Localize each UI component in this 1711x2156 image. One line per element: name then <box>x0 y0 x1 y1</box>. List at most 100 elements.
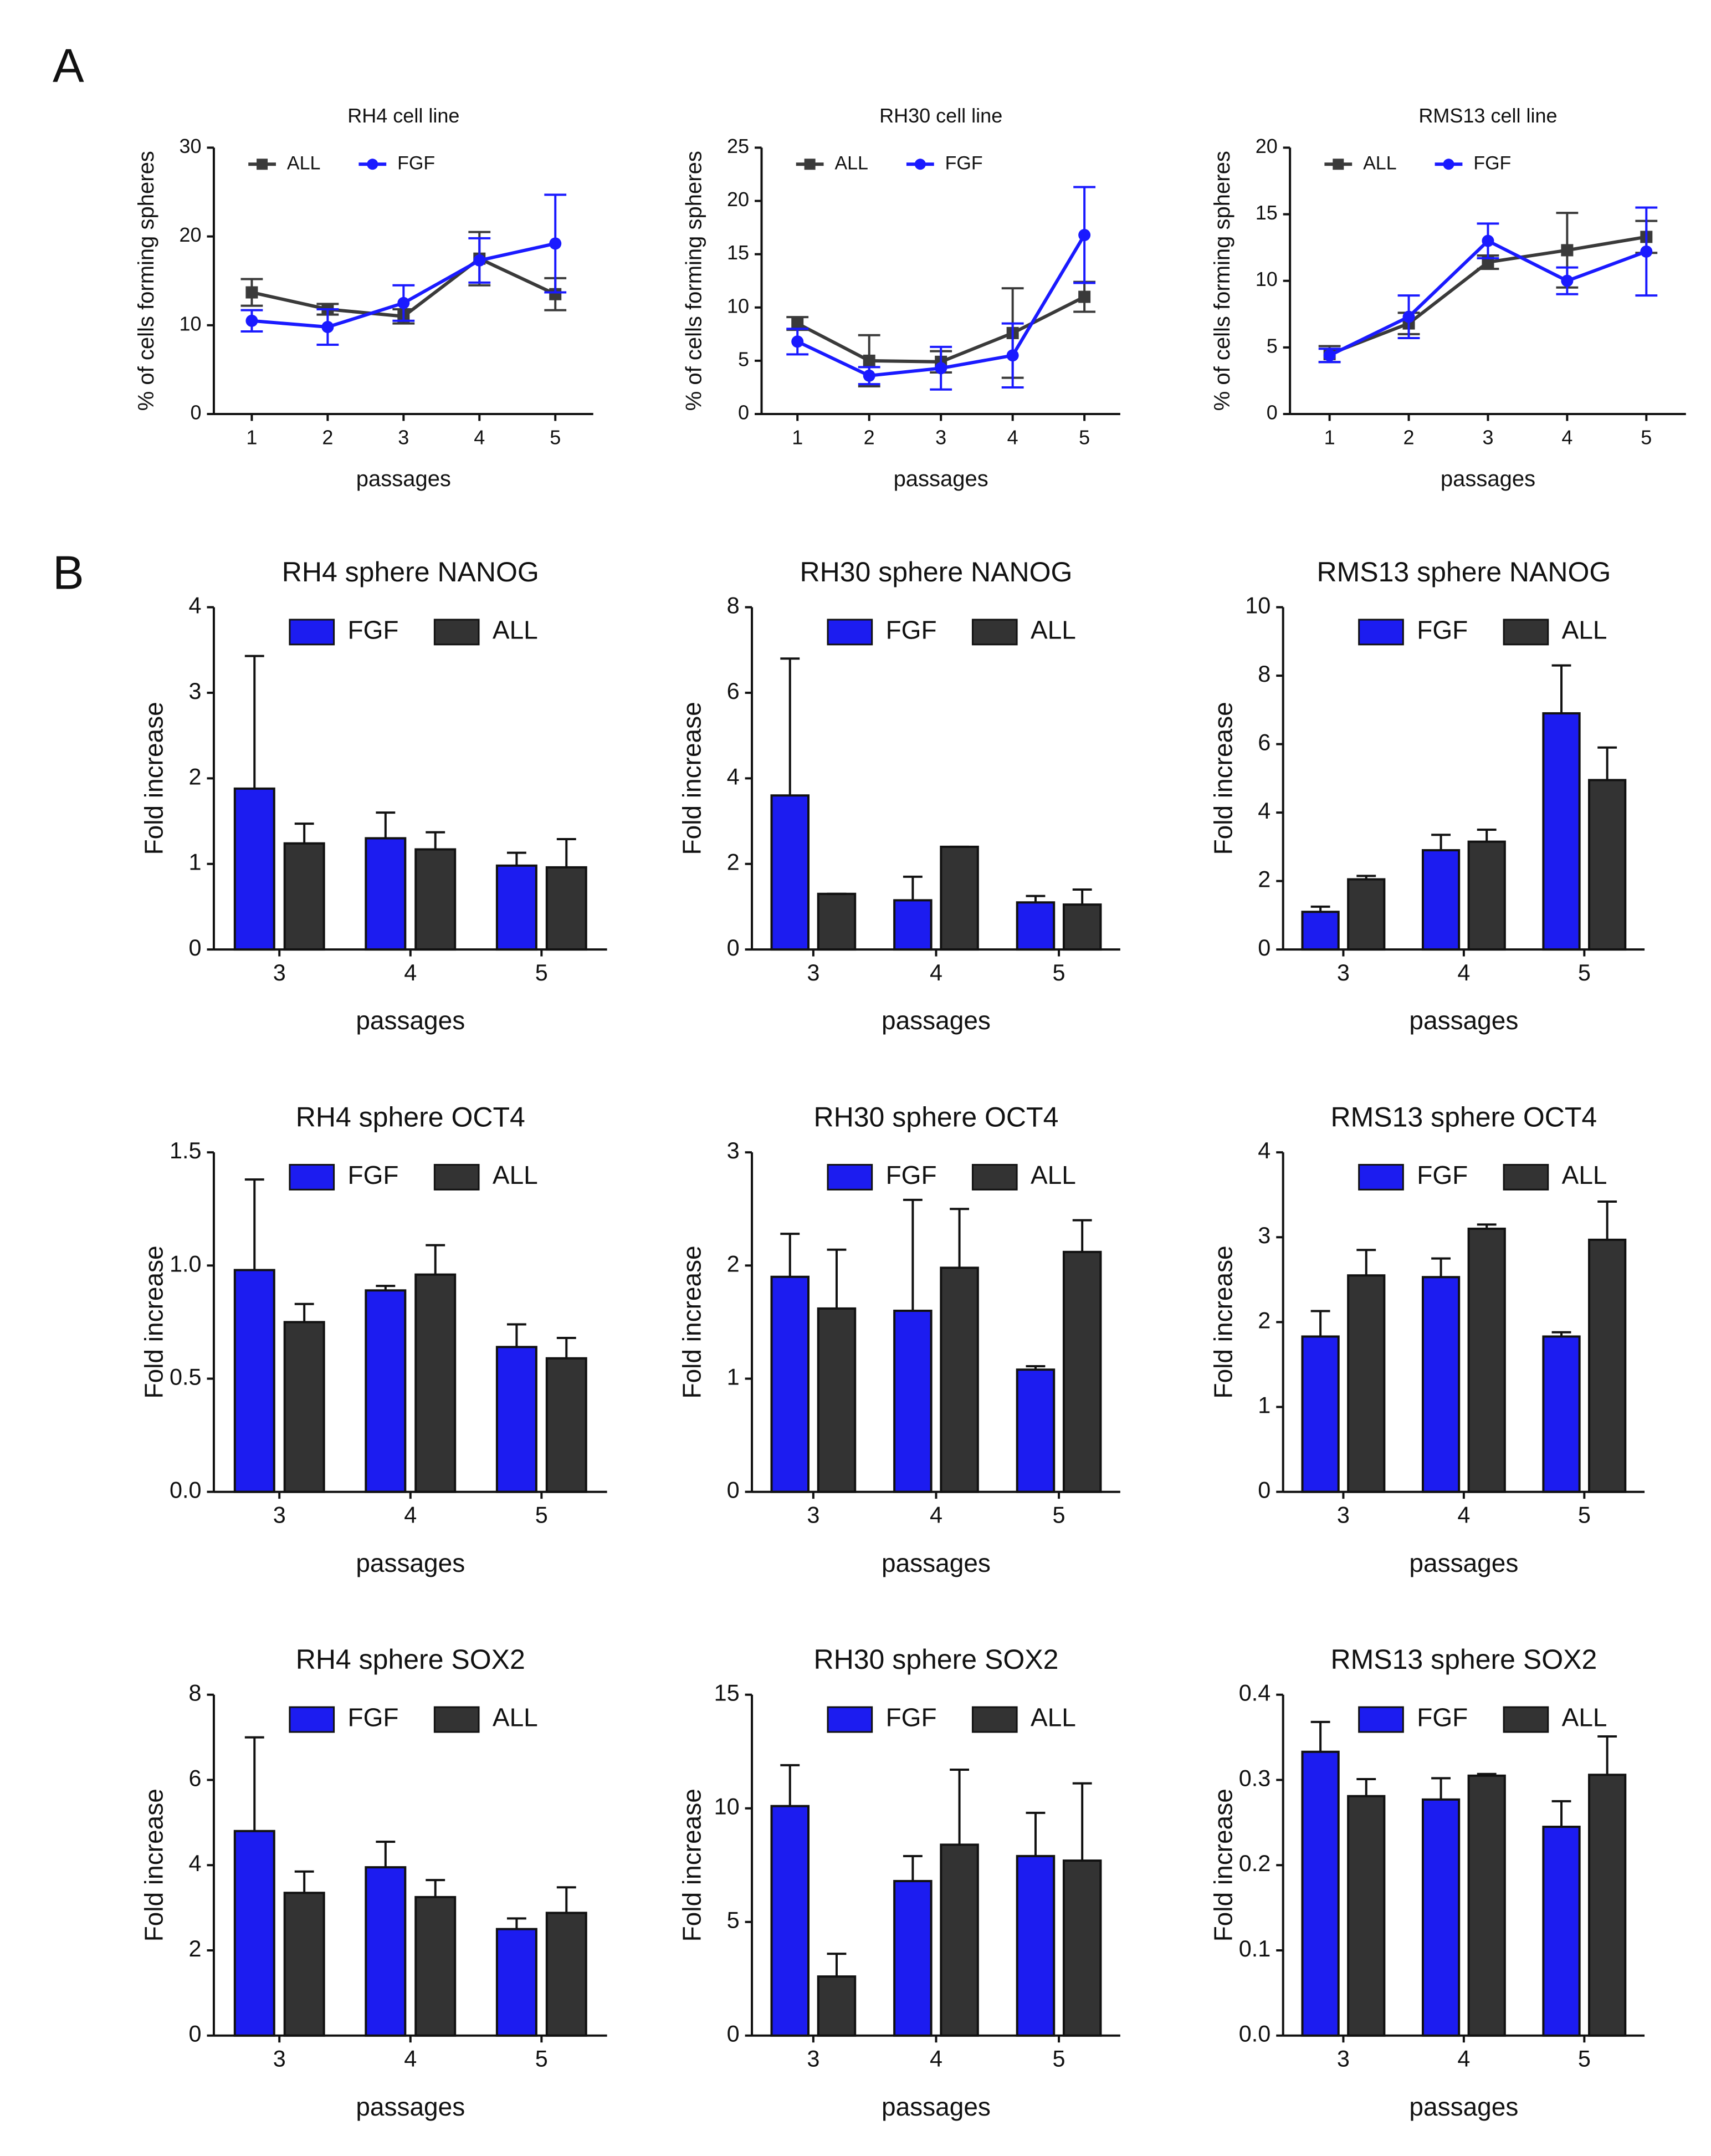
panel-label: A <box>53 39 84 92</box>
x-tick-label: 5 <box>1053 1502 1065 1527</box>
y-tick-label: 3 <box>189 678 202 704</box>
y-tick-label: 10 <box>1245 593 1271 619</box>
error-bar <box>1310 1720 1330 1752</box>
x-tick-label: 4 <box>474 426 485 448</box>
y-tick-label: 4 <box>1258 798 1271 824</box>
y-tick-label: 0.4 <box>1239 1680 1271 1706</box>
bar <box>1588 1774 1627 2037</box>
point <box>1078 229 1091 242</box>
x-axis-label: passages <box>882 2092 991 2121</box>
y-axis-label: % of cells forming spheres <box>134 151 158 411</box>
error-bar <box>426 1244 445 1275</box>
error-bar <box>1431 1257 1451 1278</box>
bar <box>414 848 457 951</box>
y-tick-label: 2 <box>1258 1307 1271 1333</box>
x-tick-label: 1 <box>1324 426 1335 448</box>
error-bar <box>426 831 445 850</box>
point <box>1482 234 1494 247</box>
x-tick-label: 1 <box>246 426 257 448</box>
chart-title: RH4 sphere OCT4 <box>296 1102 525 1133</box>
bar <box>1062 1250 1102 1493</box>
x-tick-label: 4 <box>930 960 942 985</box>
y-tick-label: 0 <box>1258 1478 1271 1503</box>
chart-title: RMS13 sphere NANOG <box>1317 556 1611 587</box>
legend-label: ALL <box>1031 616 1076 645</box>
x-tick-label: 5 <box>1578 1502 1591 1527</box>
bar <box>1062 903 1102 951</box>
y-tick-label: 8 <box>1258 661 1271 687</box>
x-tick-label: 3 <box>1482 426 1493 448</box>
y-tick-label: 0 <box>738 401 749 424</box>
point <box>397 297 410 309</box>
y-tick-label: 2 <box>727 1251 740 1276</box>
bar <box>233 787 275 951</box>
y-axis-label: Fold increase <box>678 702 706 855</box>
bar <box>1542 1335 1581 1493</box>
bar <box>233 1830 275 2037</box>
y-tick-label: 4 <box>189 593 202 619</box>
error-bar <box>1597 1200 1617 1240</box>
y-tick-label: 15 <box>714 1680 740 1706</box>
point <box>473 254 486 267</box>
chart-title: RH30 sphere NANOG <box>800 556 1073 587</box>
y-tick-label: 4 <box>1258 1138 1271 1163</box>
x-tick-label: 1 <box>792 426 803 448</box>
error-bar <box>1551 1331 1571 1337</box>
y-axis-label: Fold increase <box>140 1245 168 1398</box>
x-tick-label: 5 <box>1578 960 1591 985</box>
y-tick-label: 1 <box>727 1364 740 1389</box>
x-tick-label: 3 <box>273 1502 286 1527</box>
legend-label: FGF <box>347 1161 398 1189</box>
error-bar <box>376 811 396 839</box>
legend-label: FGF <box>945 152 983 173</box>
y-tick-label: 25 <box>727 135 749 157</box>
chart-title: RH30 sphere SOX2 <box>814 1644 1059 1675</box>
error-bar <box>1310 905 1330 912</box>
point <box>245 314 258 327</box>
bar <box>817 1975 857 2037</box>
point <box>549 237 562 250</box>
legend-swatch <box>433 619 480 646</box>
bar <box>545 1357 587 1493</box>
bar <box>893 899 933 951</box>
legend-swatch <box>971 1164 1018 1191</box>
legend-marker <box>257 159 268 170</box>
error-bar <box>1026 1811 1046 1856</box>
error-bar <box>506 1917 526 1929</box>
legend-label: FGF <box>397 152 435 173</box>
x-tick-label: 5 <box>1053 2046 1065 2072</box>
chart-title: RH4 cell line <box>347 104 459 127</box>
error-bar <box>294 1302 314 1322</box>
bar <box>1301 911 1340 951</box>
y-tick-label: 0 <box>191 401 202 424</box>
legend-label: FGF <box>1417 616 1468 645</box>
error-bar <box>506 1323 526 1347</box>
bar <box>1421 1798 1461 2037</box>
bar <box>817 1307 857 1493</box>
x-axis-label: passages <box>356 2092 465 2121</box>
error-bar <box>1551 1800 1571 1827</box>
error-bar <box>1356 875 1376 880</box>
legend-swatch <box>289 619 335 646</box>
legend-label: ALL <box>493 1703 538 1732</box>
x-tick-label: 3 <box>273 2046 286 2072</box>
bar <box>283 842 325 951</box>
legend-swatch <box>1503 1706 1549 1733</box>
x-tick-label: 5 <box>1079 426 1090 448</box>
y-tick-label: 0 <box>1267 401 1278 424</box>
x-tick-label: 5 <box>535 960 548 985</box>
point <box>791 317 804 330</box>
y-axis-label: Fold increase <box>678 1789 706 1942</box>
legend-label: ALL <box>493 616 538 645</box>
y-tick-label: 20 <box>179 223 201 246</box>
error-bar <box>1356 1777 1376 1796</box>
x-tick-label: 5 <box>535 2046 548 2072</box>
bar <box>1347 878 1386 951</box>
point <box>1323 349 1336 362</box>
bar <box>414 1273 457 1493</box>
bar <box>1016 1368 1056 1493</box>
x-axis-label: passages <box>1409 1549 1518 1577</box>
bar <box>1467 840 1506 951</box>
error-bar <box>294 1870 314 1893</box>
point <box>1561 274 1574 287</box>
